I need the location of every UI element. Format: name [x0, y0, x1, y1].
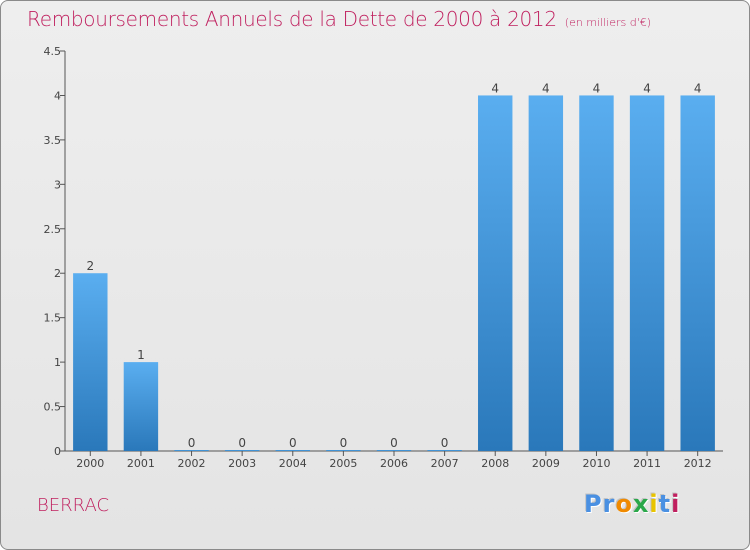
y-tick-label: 2.5: [44, 223, 62, 236]
bar: [528, 95, 564, 451]
data-label: 1: [137, 348, 145, 362]
place-name: BERRAC: [37, 495, 110, 516]
data-label: 0: [289, 436, 297, 450]
logo-letter: i: [649, 490, 659, 518]
chart-title: Remboursements Annuels de la Dette de 20…: [27, 7, 651, 31]
x-tick-label: 2008: [481, 457, 509, 470]
bar: [478, 95, 513, 451]
data-label: 4: [643, 81, 651, 95]
bar: [275, 450, 310, 451]
bar: [629, 95, 665, 451]
y-tick-label: 1.5: [44, 312, 62, 325]
bar: [73, 273, 108, 451]
chart-subtitle: (en milliers d'€): [564, 16, 652, 29]
logo-letter: x: [632, 490, 650, 518]
y-tick-label: 1: [54, 356, 61, 369]
logo-letter: i: [671, 490, 681, 518]
y-tick-label: 0: [54, 445, 61, 458]
y-axis: 0 0.5 1 1.5 2 2.5 3 3.5 4 4.5: [44, 45, 66, 458]
y-tick-label: 3: [54, 178, 61, 191]
data-label: 4: [694, 81, 702, 95]
logo-letter: o: [615, 490, 633, 518]
y-tick-label: 2: [54, 267, 61, 280]
x-tick-label: 2001: [127, 457, 155, 470]
bar: [224, 450, 260, 451]
proxiti-logo: Proxiti: [584, 490, 680, 518]
bars: [73, 95, 715, 451]
x-tick-label: 2012: [684, 457, 712, 470]
y-tick-label: 4.5: [44, 45, 62, 58]
bar: [174, 450, 209, 451]
chart-title-text: Remboursements Annuels de la Dette de 20…: [27, 7, 557, 31]
data-label: 0: [390, 436, 398, 450]
x-tick-label: 2006: [380, 457, 408, 470]
data-label: 4: [491, 81, 499, 95]
x-tick-label: 2009: [532, 457, 560, 470]
logo-letter: r: [602, 490, 616, 518]
bar: [326, 450, 361, 451]
bar: [680, 95, 715, 451]
bar: [123, 362, 159, 451]
bar: [427, 450, 462, 451]
x-tick-label: 2010: [582, 457, 610, 470]
data-label: 0: [188, 436, 196, 450]
data-label: 0: [441, 436, 449, 450]
y-tick-label: 4: [54, 89, 61, 102]
bar: [579, 95, 614, 451]
data-label: 2: [86, 259, 94, 273]
logo-letter: P: [584, 490, 603, 518]
x-tick-label: 2002: [178, 457, 206, 470]
data-label: 4: [542, 81, 550, 95]
data-label: 4: [593, 81, 601, 95]
bar: [376, 450, 412, 451]
logo-letter: t: [658, 490, 672, 518]
data-label: 0: [238, 436, 246, 450]
x-tick-label: 2004: [279, 457, 307, 470]
x-tick-label: 2007: [431, 457, 459, 470]
x-axis: 2000 2001 2002 2003 2004 2005 2006 2007 2008 2009…: [65, 450, 723, 470]
x-tick-label: 2011: [633, 457, 661, 470]
y-tick-label: 3.5: [44, 134, 62, 147]
x-tick-label: 2000: [76, 457, 104, 470]
data-label: 0: [340, 436, 348, 450]
x-tick-label: 2005: [329, 457, 357, 470]
x-tick-label: 2003: [228, 457, 256, 470]
data-labels: 2 1 0 0 0 0 0 0 4 4 4 4 4: [86, 81, 701, 450]
y-tick-label: 0.5: [44, 401, 62, 414]
